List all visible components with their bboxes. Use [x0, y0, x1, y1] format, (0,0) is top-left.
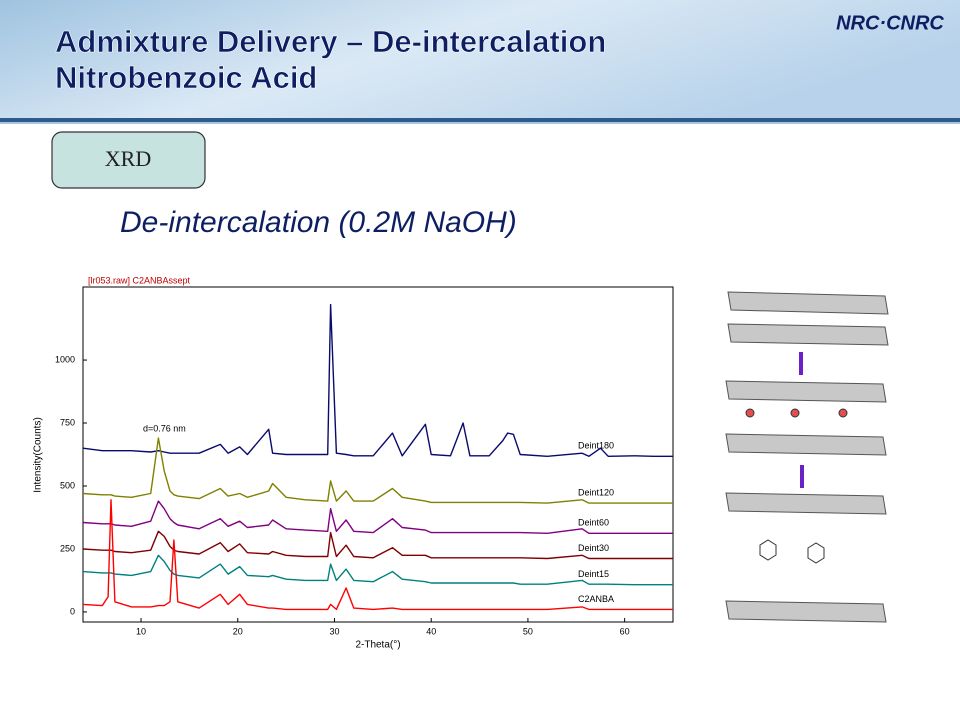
x-tick-label: 50 [523, 626, 533, 636]
x-tick-label: 30 [329, 626, 339, 636]
y-tick-label: 750 [60, 417, 75, 427]
header-rule-light [0, 122, 960, 124]
slide-title: Admixture Delivery – De-intercalation Ni… [55, 24, 607, 96]
layer [725, 600, 887, 623]
layer [725, 380, 887, 403]
layer-diagram [725, 291, 889, 623]
badge-box [51, 131, 206, 189]
series-line [82, 554, 673, 586]
title-line: Nitrobenzoic Acid [55, 60, 317, 95]
logo: NRC·CNRC [836, 12, 944, 34]
x-axis-label: 2-Theta(°) [355, 640, 400, 651]
badge: XRD [105, 146, 151, 171]
layer [725, 433, 887, 456]
layer [727, 323, 889, 346]
header-band [0, 0, 960, 118]
series-label: Deint60 [578, 518, 609, 528]
header-rule [0, 118, 960, 122]
annotation: d=0.76 nm [143, 423, 186, 433]
x-tick-label: 60 [620, 626, 630, 636]
series-line [82, 500, 673, 534]
series-line [82, 437, 673, 504]
layer [727, 291, 889, 315]
chart: [lr053.raw] C2ANBAssept d=0.76 nm 2-Thet… [33, 275, 674, 651]
series-line [82, 303, 673, 457]
y-tick-label: 0 [70, 606, 75, 616]
x-tick-label: 10 [136, 626, 146, 636]
chart-title: [lr053.raw] C2ANBAssept [88, 275, 191, 285]
title-line: Admixture Delivery – De-intercalation [55, 24, 606, 59]
molecule [759, 539, 777, 561]
series-label: Deint30 [578, 543, 609, 553]
series-label: Deint180 [578, 441, 614, 451]
series-line [82, 530, 673, 560]
subtitle: De-intercalation (0.2M NaOH) [120, 206, 517, 239]
molecule [790, 408, 800, 418]
series-label: Deint15 [578, 569, 609, 579]
plot-frame [82, 286, 674, 623]
series-label: C2ANBA [578, 594, 614, 604]
layer [725, 492, 887, 515]
molecule [745, 408, 755, 418]
y-axis-label: Intensity(Counts) [33, 417, 44, 493]
molecule [838, 408, 848, 418]
series-line [82, 499, 673, 611]
x-tick-label: 20 [233, 626, 243, 636]
y-tick-label: 500 [60, 480, 75, 490]
x-tick-label: 40 [426, 626, 436, 636]
molecule [807, 542, 825, 564]
y-tick-label: 250 [60, 543, 75, 553]
y-tick-label: 1000 [55, 354, 75, 364]
series-label: Deint120 [578, 487, 614, 497]
